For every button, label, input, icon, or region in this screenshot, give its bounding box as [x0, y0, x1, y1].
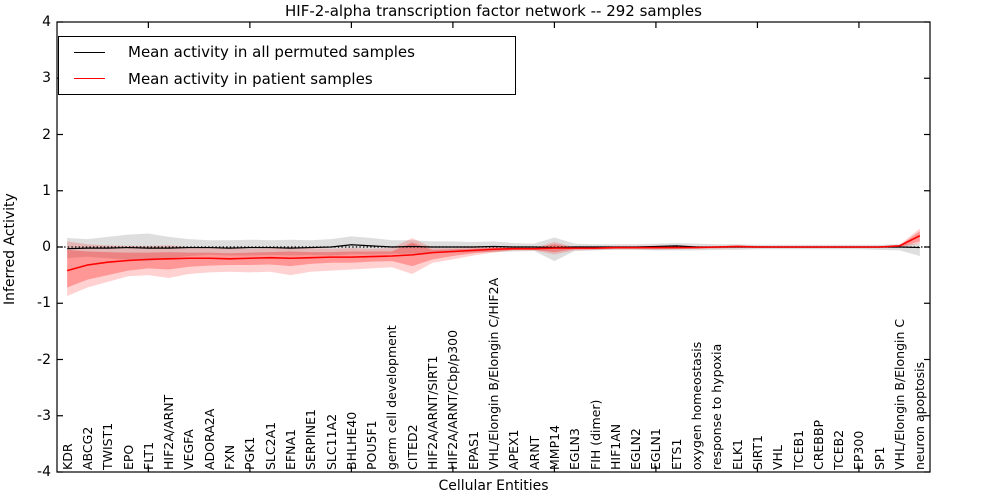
x-category-label: HIF2A/ARNT/Cbp/p300 — [445, 329, 461, 470]
x-category-label: APEX1 — [506, 429, 522, 470]
y-tick-label: -3 — [37, 407, 51, 424]
legend: Mean activity in all permuted samples Me… — [58, 36, 516, 95]
x-category-label: TCEB1 — [790, 429, 806, 470]
x-category-label: TWIST1 — [100, 422, 116, 470]
x-category-label: response to hypoxia — [709, 343, 725, 470]
legend-entry-permuted: Mean activity in all permuted samples — [59, 39, 515, 65]
x-category-label: HIF1AN — [607, 423, 623, 470]
x-category-label: CREBBP — [810, 420, 826, 470]
y-tick-label: 0 — [42, 239, 51, 255]
x-category-label: HIF2A/ARNT — [161, 394, 177, 470]
legend-line-patient-icon — [74, 78, 105, 80]
x-category-label: PGK1 — [242, 436, 258, 470]
x-category-label: SERPINE1 — [303, 409, 319, 470]
x-category-label: VHL/Elongin B/Elongin C/HIF2A — [486, 277, 501, 470]
x-category-label: ELK1 — [729, 438, 745, 470]
y-tick-label: -1 — [37, 295, 51, 312]
legend-line-permuted-icon — [74, 51, 105, 53]
x-category-label: FIH (dimer) — [587, 399, 603, 470]
y-tick-label: -4 — [37, 464, 51, 480]
y-tick-label: 4 — [42, 14, 51, 30]
legend-entry-patient: Mean activity in patient samples — [59, 66, 515, 92]
x-category-label: SLC2A1 — [262, 421, 278, 470]
x-category-label: germ cell development — [384, 325, 400, 470]
x-category-label: EPAS1 — [465, 430, 481, 470]
x-category-label: CITED2 — [404, 424, 420, 470]
x-category-label: SP1 — [871, 446, 887, 470]
x-category-label: EFNA1 — [282, 429, 298, 470]
x-category-label: SIRT1 — [749, 435, 765, 470]
x-category-label: EGLN3 — [567, 428, 583, 470]
x-category-label: KDR — [59, 443, 75, 470]
x-category-label: ABCG2 — [79, 426, 95, 470]
x-category-label: VHL/Elongin B/Elongin C — [892, 318, 908, 470]
y-tick-label: -2 — [37, 351, 51, 368]
x-category-label: EGLN2 — [628, 428, 644, 470]
x-category-label: ADORA2A — [201, 408, 217, 470]
x-category-label: ETS1 — [668, 438, 684, 470]
band-1 — [67, 228, 920, 296]
x-category-label: FXN — [222, 444, 238, 470]
x-category-label: EGLN1 — [648, 428, 664, 470]
y-tick-label: 3 — [42, 70, 51, 87]
x-category-label: oxygen homeostasis — [689, 341, 705, 470]
x-category-label: BHLHE40 — [343, 411, 359, 470]
legend-label-patient: Mean activity in patient samples — [128, 69, 373, 88]
x-category-label: MMP14 — [546, 424, 562, 470]
x-category-label: EPO — [120, 444, 136, 470]
x-category-label: EP300 — [851, 430, 867, 470]
series-line-1 — [66, 235, 921, 272]
x-category-label: TCEB2 — [831, 429, 847, 470]
x-category-label: neuron apoptosis — [912, 361, 928, 470]
legend-label-permuted: Mean activity in all permuted samples — [128, 43, 415, 62]
y-tick-label: 1 — [42, 182, 51, 199]
x-category-label: FLT1 — [140, 441, 156, 470]
x-category-label: VEGFA — [181, 429, 197, 470]
y-tick-label: 2 — [42, 126, 51, 143]
x-category-label: POU5F1 — [364, 420, 380, 470]
x-category-label: HIF2A/ARNT/SIRT1 — [425, 355, 441, 470]
x-category-label: VHL — [770, 445, 786, 470]
x-category-label: ARNT — [526, 435, 542, 470]
x-axis-label: Cellular Entities — [438, 478, 549, 494]
chart-title: HIF-2-alpha transcription factor network… — [285, 2, 702, 20]
x-category-label: SLC11A2 — [323, 413, 339, 470]
